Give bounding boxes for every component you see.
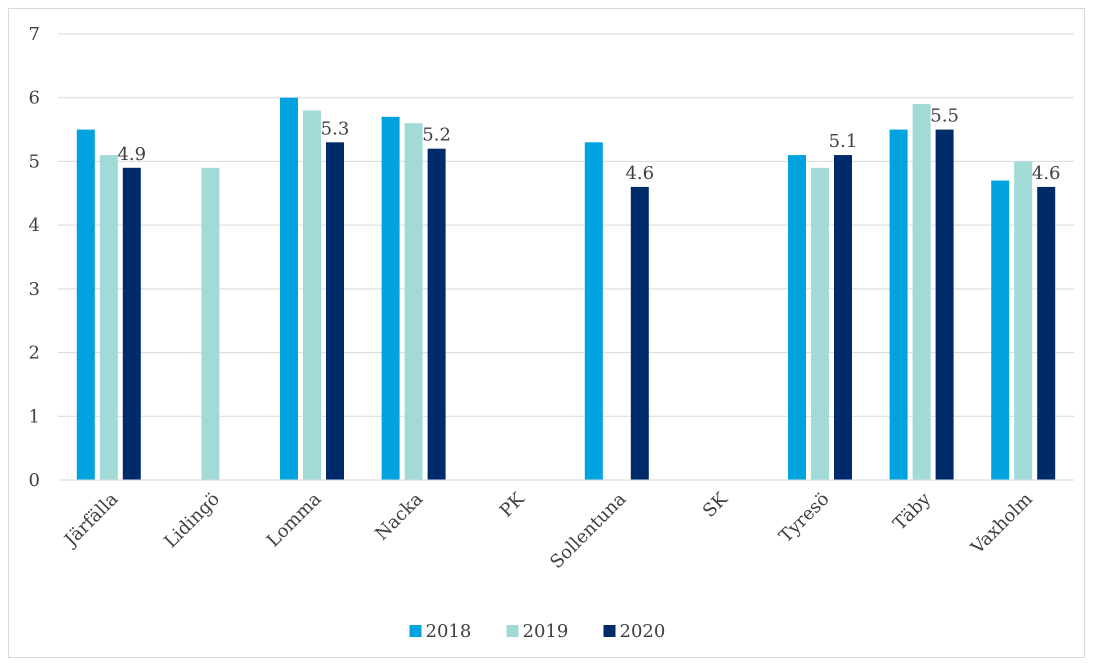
bar-2018-Tyresö	[788, 155, 806, 481]
x-tick-label: Nacka	[371, 488, 427, 544]
bar-2020-Sollentuna	[630, 186, 649, 480]
bar-2018-Sollentuna	[584, 142, 603, 481]
data-labels: 4.9 5.3 5.2 4.6 5.1 5.5 4.6	[117, 106, 1060, 184]
x-tick-label: Tyresö	[775, 489, 833, 547]
bar-2020-Lomma	[326, 142, 344, 481]
data-label: 5.3	[321, 118, 350, 139]
bar-2019-Nacka	[404, 123, 423, 480]
data-label: 5.2	[422, 125, 451, 146]
bar-2020-Nacka	[427, 148, 446, 480]
x-tick-label: SK	[699, 488, 732, 521]
x-axis: Järfälla Lidingö Lomma Nacka PK Sollentuna SK T…	[58, 479, 1074, 573]
bar-2020-Vaxholm	[1037, 186, 1056, 480]
bar-2019-Vaxholm	[1014, 161, 1033, 480]
y-tick-label: 3	[29, 279, 40, 300]
x-tick-label: Sollentuna	[546, 488, 630, 572]
y-tick-label: 0	[29, 470, 40, 491]
y-axis: 0 1 2 3 4 5 6 7	[29, 24, 40, 491]
data-label: 4.6	[625, 163, 654, 184]
legend-label: 2018	[426, 621, 472, 642]
x-tick-label: Vaxholm	[966, 489, 1036, 559]
legend: 2018 2019 2020	[409, 621, 666, 642]
chart-frame	[8, 8, 1085, 658]
bar-2019-Täby	[912, 104, 931, 480]
y-tick-label: 6	[29, 88, 40, 109]
y-tick-label: 1	[29, 406, 40, 427]
legend-label: 2020	[620, 621, 666, 642]
legend-swatch-2020	[603, 625, 616, 637]
bar-2018-Täby	[889, 129, 908, 481]
x-tick-label: Järfälla	[59, 489, 122, 552]
data-label: 4.9	[117, 144, 146, 165]
bar-2018-Lomma	[280, 97, 298, 480]
bar-2019-Lidingö	[201, 167, 220, 481]
bar-2020-Tyresö	[834, 155, 852, 481]
y-tick-label: 4	[29, 215, 40, 236]
bar-2018-Järfälla	[76, 129, 95, 481]
legend-swatch-2018	[409, 625, 422, 637]
legend-swatch-2019	[506, 625, 519, 637]
x-tick-label: Lidingö	[160, 489, 224, 553]
data-label: 5.5	[930, 106, 959, 127]
data-label: 5.1	[829, 131, 858, 152]
bar-2020-Täby	[935, 129, 954, 481]
bar-2018-Nacka	[381, 116, 400, 480]
bars	[76, 97, 1056, 481]
bar-2019-Järfälla	[99, 155, 118, 481]
y-tick-label: 5	[29, 151, 40, 172]
x-tick-label: Täby	[889, 488, 935, 534]
legend-label: 2019	[523, 621, 569, 642]
bar-2020-Järfälla	[122, 167, 141, 481]
y-tick-label: 2	[29, 343, 40, 364]
x-tick-label: Lomma	[263, 489, 326, 552]
bar-2018-Vaxholm	[991, 180, 1010, 481]
bar-2019-Lomma	[303, 110, 321, 480]
bar-2019-Tyresö	[811, 167, 829, 481]
y-tick-label: 7	[29, 24, 40, 45]
x-tick-label: PK	[496, 488, 529, 521]
data-label: 4.6	[1032, 163, 1061, 184]
